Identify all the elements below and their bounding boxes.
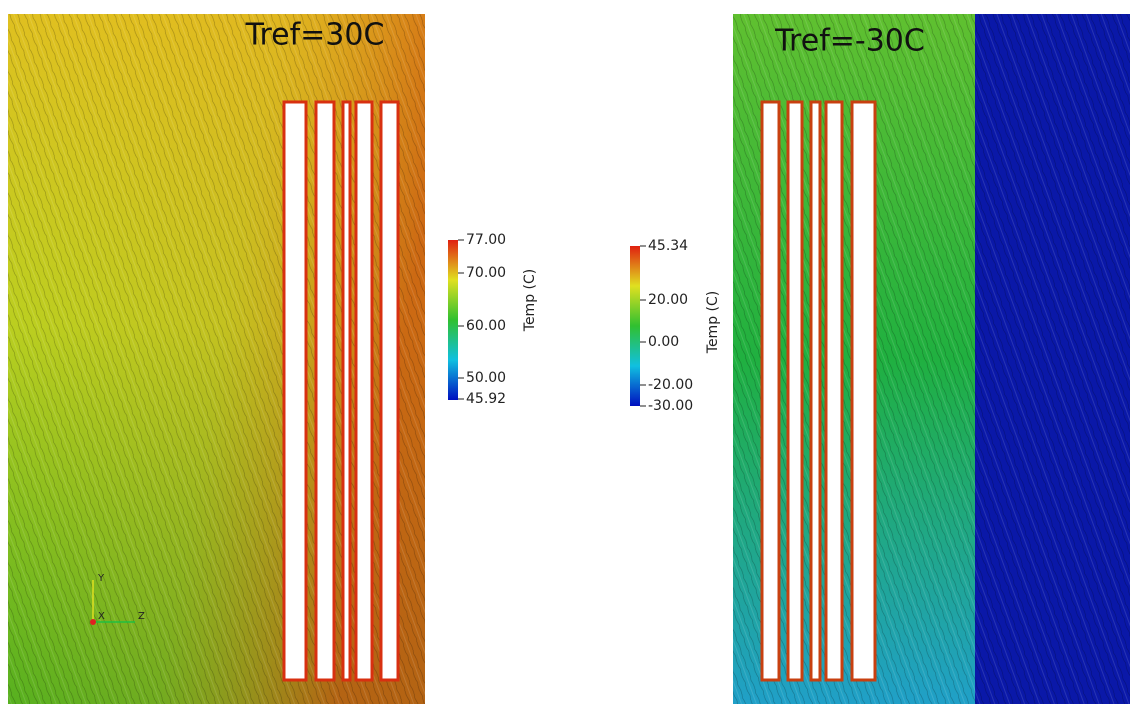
colorbar-tick-label: 45.34 <box>648 238 688 254</box>
colorbar-tick-label: 45.92 <box>466 391 506 407</box>
colorbar-tick-label: 20.00 <box>648 292 688 308</box>
axis-label: Z <box>138 611 145 622</box>
colorbar-tick-label: 0.00 <box>648 334 679 350</box>
panel-title: Tref=-30C <box>774 24 925 59</box>
panel-title: Tref=30C <box>245 18 385 53</box>
colorbar-label: Temp (C) <box>705 291 721 354</box>
colorbar-tick-label: -20.00 <box>648 377 693 393</box>
axis-label: Y <box>97 573 105 584</box>
fins <box>762 102 875 680</box>
colorbar-tick-label: -30.00 <box>648 398 693 414</box>
right-panel: Tref=-30C <box>733 14 1130 704</box>
colorbar <box>630 246 640 406</box>
figure: Tref=30C Y X Z Tref=-30C 77.00 70.00 60.00… <box>0 0 1130 704</box>
colorbar <box>448 240 458 400</box>
colorbar-tick-label: 77.00 <box>466 232 506 248</box>
colorbar-label: Temp (C) <box>522 269 538 332</box>
colorbar-tick-label: 50.00 <box>466 370 506 386</box>
axis-label: X <box>98 611 105 622</box>
left-panel: Tref=30C Y X Z <box>8 14 425 704</box>
colorbar-tick-label: 70.00 <box>466 265 506 281</box>
colorbar-tick-label: 60.00 <box>466 318 506 334</box>
